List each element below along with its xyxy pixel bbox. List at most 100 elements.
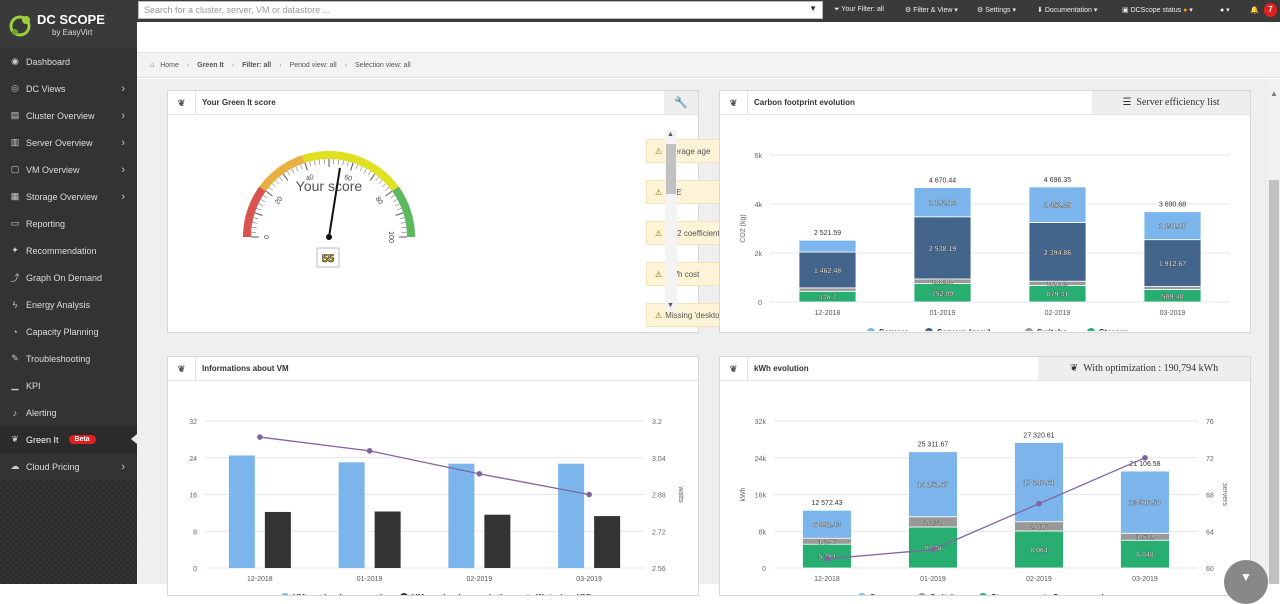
- user-menu[interactable]: ● ▾: [1220, 6, 1230, 14]
- sidebar-item-kpi[interactable]: ▁KPI: [0, 372, 137, 399]
- bar-total-label: 27 320.61: [1023, 432, 1054, 439]
- scrollbar-thumb[interactable]: [1269, 180, 1279, 584]
- documentation-menu[interactable]: ⬇ Documentation ▾: [1037, 6, 1097, 14]
- bar-vm-number-per-socket-[interactable]: [484, 515, 510, 568]
- breadcrumb-home[interactable]: Home: [160, 62, 179, 69]
- status-menu[interactable]: ▣ DCScope status ● ▾: [1122, 6, 1193, 14]
- chevron-right-icon[interactable]: ›: [121, 137, 125, 149]
- logo[interactable]: DC SCOPE by EasyVirt: [0, 0, 137, 48]
- x-tick-label: 02-2019: [467, 576, 493, 583]
- leaf-icon: ❦: [1070, 363, 1078, 374]
- sidebar-item-dashboard[interactable]: ◉Dashboard: [0, 48, 137, 75]
- server-efficiency-button[interactable]: ☰Server efficiency list: [1092, 91, 1250, 114]
- sidebar-item-vm-overview[interactable]: ▢VM Overview›: [0, 156, 137, 183]
- breadcrumb-page[interactable]: Green It: [197, 62, 223, 69]
- filter-view-menu[interactable]: ⚙ Filter & View ▾: [905, 6, 958, 14]
- line-point[interactable]: [477, 471, 483, 477]
- legend-item[interactable]: Switchs: [1025, 328, 1068, 331]
- scroll-to-bottom-button[interactable]: ▼: [1224, 560, 1268, 604]
- legend-item[interactable]: Servers number: [1040, 593, 1114, 595]
- legend-item[interactable]: Servers (grey): [925, 328, 991, 331]
- filter-menu[interactable]: ⏷ Your Filter: all: [834, 6, 884, 14]
- sidebar-item-storage-overview[interactable]: ▦Storage Overview›: [0, 183, 137, 210]
- sidebar-item-alerting[interactable]: ♪Alerting: [0, 399, 137, 426]
- bar-vm-number-per-server-[interactable]: [558, 464, 584, 568]
- breadcrumb-period[interactable]: Period view: all: [290, 62, 337, 69]
- bar-servers[interactable]: [799, 240, 856, 252]
- bell-icon[interactable]: 🔔: [1250, 6, 1259, 14]
- legend-marker: [858, 593, 866, 595]
- wrench-icon[interactable]: 🔧: [664, 91, 698, 114]
- legend-label: Switchs: [1037, 328, 1068, 331]
- bar-switchs[interactable]: [799, 288, 856, 291]
- gauge-tick: [385, 187, 389, 190]
- line-point[interactable]: [1142, 455, 1148, 461]
- chevron-right-icon[interactable]: ›: [121, 164, 125, 176]
- line-point[interactable]: [586, 492, 592, 498]
- sidebar-item-graph-on-demand[interactable]: ⤴Graph On Demand: [0, 264, 137, 291]
- sidebar-item-cluster-overview[interactable]: ▤Cluster Overview›: [0, 102, 137, 129]
- bar-total-label: 12 572.43: [811, 500, 842, 507]
- legend-item[interactable]: Storage: [979, 593, 1021, 595]
- home-icon[interactable]: ⌂: [150, 62, 154, 69]
- sidebar-item-server-overview[interactable]: ▥Server Overview›: [0, 129, 137, 156]
- dashboard-icon: ◉: [9, 56, 21, 67]
- scroll-down-icon[interactable]: ▼: [667, 302, 674, 309]
- sidebar-item-cloud-pricing[interactable]: ☁Cloud Pricing›: [0, 453, 137, 480]
- legend-label: Watts (per VM): [536, 593, 592, 595]
- line-point[interactable]: [930, 547, 936, 553]
- scroll-up-icon[interactable]: ▲: [1268, 89, 1280, 98]
- line-point[interactable]: [367, 448, 373, 454]
- legend-item[interactable]: VM number (per socket): [400, 593, 503, 595]
- gauge-label: Your score: [296, 178, 363, 194]
- chevron-right-icon[interactable]: ›: [121, 110, 125, 122]
- line-point[interactable]: [257, 434, 263, 440]
- y2-tick-label: 60: [1206, 566, 1214, 573]
- gauge-tick-label: 80: [374, 196, 384, 207]
- items-scrollbar-thumb[interactable]: [666, 144, 676, 194]
- scroll-up-icon[interactable]: ▲: [667, 131, 674, 138]
- optimization-label: With optimization : 190,794 kWh: [1083, 363, 1218, 374]
- bar-switchs[interactable]: [1144, 287, 1201, 290]
- settings-menu[interactable]: ⚙ Settings ▾: [977, 6, 1016, 14]
- gauge-tick: [356, 164, 358, 169]
- sidebar-item-dc-views[interactable]: ◎DC Views›: [0, 75, 137, 102]
- line-point[interactable]: [1036, 501, 1042, 507]
- sidebar-item-capacity-planning[interactable]: ◔Capacity Planning: [0, 318, 137, 345]
- caret-down-icon[interactable]: ▼: [809, 4, 817, 13]
- legend-item[interactable]: VM number (per server): [281, 593, 383, 595]
- warning-icon: ⚠: [655, 311, 662, 320]
- bar-vm-number-per-socket-[interactable]: [594, 516, 620, 568]
- legend-item[interactable]: Servers: [858, 593, 900, 595]
- gauge-tick: [338, 160, 339, 165]
- bolt-icon: ϟ: [9, 300, 21, 310]
- bar-vm-number-per-server-[interactable]: [229, 455, 255, 568]
- bar-vm-number-per-socket-[interactable]: [375, 511, 401, 568]
- sidebar-item-recommendation[interactable]: ✦Recommendation: [0, 237, 137, 264]
- legend-item[interactable]: Switchs: [918, 593, 961, 595]
- legend-item[interactable]: Servers: [867, 328, 909, 331]
- gauge-tick: [401, 227, 406, 228]
- chevron-right-icon[interactable]: ›: [121, 83, 125, 95]
- bar-vm-number-per-socket-[interactable]: [265, 512, 291, 568]
- bar-vm-number-per-server-[interactable]: [339, 462, 365, 568]
- sidebar-pattern: [0, 480, 137, 584]
- optimization-button[interactable]: ❦ With optimization : 190,794 kWh: [1038, 357, 1250, 380]
- bar-vm-number-per-server-[interactable]: [448, 464, 474, 568]
- bar-data-label: 2 016: [1030, 524, 1048, 531]
- eye-icon: ◎: [9, 83, 21, 94]
- chevron-right-icon[interactable]: ›: [121, 191, 125, 203]
- breadcrumb-selection[interactable]: Selection view: all: [355, 62, 411, 69]
- notification-badge[interactable]: 7: [1264, 3, 1277, 17]
- search-input[interactable]: Search for a cluster, server, VM or data…: [138, 1, 823, 19]
- breadcrumb-filter[interactable]: Filter: all: [242, 62, 271, 69]
- line-point[interactable]: [824, 556, 830, 562]
- legend-item[interactable]: Storage: [1087, 328, 1129, 331]
- legend-item[interactable]: Watts (per VM): [523, 593, 592, 595]
- chevron-right-icon[interactable]: ›: [121, 461, 125, 473]
- items-scrollbar[interactable]: ▲ ▼: [665, 130, 677, 310]
- sidebar-item-reporting[interactable]: ▭Reporting: [0, 210, 137, 237]
- sidebar-item-troubleshooting[interactable]: ✎Troubleshooting: [0, 345, 137, 372]
